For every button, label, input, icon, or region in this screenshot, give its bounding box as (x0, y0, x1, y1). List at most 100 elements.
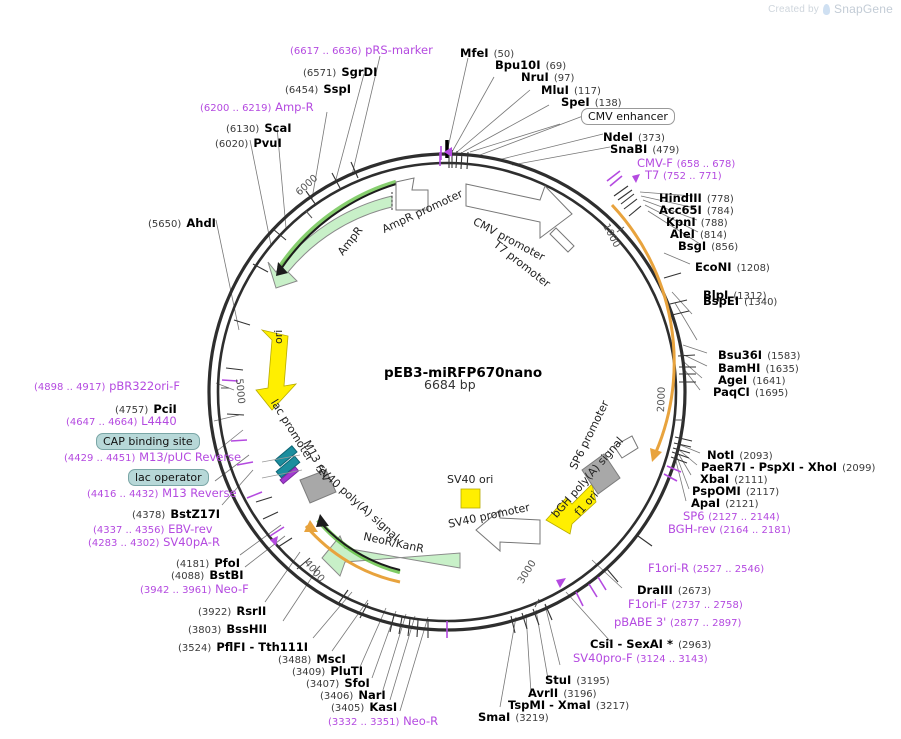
label-f1ori-f: F1ori-F (2737 .. 2758) (628, 597, 743, 611)
lac-region-features (261, 445, 303, 485)
ampr-orf-arc (280, 183, 397, 270)
label-m13-puc-reverse: (4429 .. 4451) M13/pUC Reverse (64, 450, 242, 464)
leader-lines-right (639, 191, 708, 502)
label-sfoi: (3407) SfoI (306, 676, 370, 690)
plasmid-name: pEB3-miRFP670nano (384, 365, 543, 381)
lac-leader-1 (261, 454, 301, 463)
label-apai: ApaI (2121) (691, 496, 759, 510)
internal-label-sv40-ori: SV40 ori (447, 473, 494, 486)
primer-arrow-markers (270, 147, 640, 588)
ampr-orf-arrowhead (276, 262, 288, 276)
label-l4440: (4647 .. 4664) L4440 (66, 414, 177, 428)
label-ahdi: (5650) AhdI (148, 216, 216, 230)
label-blpi: BlpI (1312) (703, 288, 767, 302)
sv40-ori-box (460, 488, 481, 509)
label-cmv-f: CMV-F (658 .. 678) (637, 156, 736, 170)
label-pbabe-3prime: pBABE 3' (2877 .. 2897) (614, 615, 742, 629)
label-cap-binding-site: CAP binding site (96, 433, 200, 450)
label-bstbi: (4088) BstBI (171, 568, 244, 582)
label-nari: (3406) NarI (320, 688, 386, 702)
plasmid-size: 6684 bp (424, 377, 476, 392)
label-pluti: (3409) PluTI (292, 664, 364, 678)
orange-arc-right-arrowhead (650, 448, 662, 462)
label-sv40pa-r: (4283 .. 4302) SV40pA-R (88, 535, 220, 549)
primer-ticks (221, 146, 682, 638)
label-sspi: (6454) SspI (285, 82, 351, 96)
label-rsrii: (3922) RsrII (198, 604, 267, 618)
label-pvui: (6020) PvuI (215, 136, 282, 150)
label-pcii: (4757) PciI (115, 402, 177, 416)
label-bpu10i: Bpu10I (69) (495, 58, 567, 72)
label-bamhi: BamHI (1635) (718, 361, 799, 375)
label-lac-operator: lac operator (128, 469, 209, 486)
cmv-promoter-arrow (465, 183, 573, 239)
label-nrui: NruI (97) (521, 70, 575, 84)
label-mlui: MluI (117) (541, 83, 601, 97)
f1-ori-arrow (545, 483, 597, 535)
label-tspmi-xmai: TspMI - XmaI (3217) (508, 698, 630, 712)
label-pflfi-tth111i: (3524) PflFI - Tth111I (178, 640, 309, 654)
label-alei: AleI (814) (670, 227, 727, 241)
snapgene-drop-icon (823, 3, 831, 15)
label-bsu36i: Bsu36I (1583) (718, 348, 801, 362)
label-neo-f: (3942 .. 3961) Neo-F (140, 582, 249, 596)
label-acc65i: Acc65I (784) (659, 203, 734, 217)
leader-lines-top (446, 57, 611, 166)
label-mfei: MfeI (50) (460, 46, 515, 60)
label-msci: (3488) MscI (278, 652, 346, 666)
label-agei: AgeI (1641) (718, 373, 786, 387)
watermark-brand: SnapGene (834, 2, 893, 16)
neor-orf-arrowhead (316, 514, 329, 527)
label-noti: NotI (2093) (707, 448, 773, 462)
label-econi: EcoNI (1208) (695, 260, 770, 274)
label-kasi: (3405) KasI (331, 700, 398, 714)
label-amp-r: (6200 .. 6219) Amp-R (200, 100, 314, 114)
watermark-prefix: Created by (768, 3, 820, 15)
label-avrii: AvrII (3196) (528, 686, 597, 700)
label-bsshii: (3803) BssHII (188, 622, 267, 636)
label-sgrdi: (6571) SgrDI (303, 65, 378, 79)
label-csii-sexai: CsiI - SexAI * (2963) (590, 637, 712, 651)
label-pbr322ori-f: (4898 .. 4917) pBR322ori-F (34, 379, 180, 393)
ruler-tick-2000: 2000 (656, 386, 668, 413)
ruler-ticks (221, 210, 683, 608)
label-stui: StuI (3195) (545, 673, 610, 687)
label-ndei: NdeI (373) (603, 130, 665, 144)
sv40-promoter-arrow (475, 508, 541, 553)
label-draiii: DraIII (2673) (637, 583, 712, 597)
label-m13-reverse: (4416 .. 4432) M13 Reverse (87, 486, 237, 500)
sp6-promoter-arrow (613, 435, 639, 459)
sv40-polya-signal-box (299, 469, 337, 504)
label-sv40pro-f: SV40pro-F (3124 .. 3143) (573, 651, 708, 665)
label-bstz17i: (4378) BstZ17I (132, 507, 221, 521)
label-neo-r: (3332 .. 3351) Neo-R (328, 714, 439, 728)
orange-transcript-arc-left (304, 525, 401, 584)
internal-label-ori: ori (272, 329, 285, 344)
ori-arrow (255, 329, 298, 411)
label-t7-primer: T7 (752 .. 771) (645, 168, 722, 182)
label-cmv-enhancer: CMV enhancer (581, 108, 675, 125)
neor-orf-arc (319, 521, 401, 571)
label-spei: SpeI (138) (561, 95, 622, 109)
leader-lines-top-left (215, 55, 381, 331)
ampr-cds-arrow (267, 195, 393, 289)
label-bsgi: BsgI (856) (678, 239, 739, 253)
cap-binding-site-box (274, 445, 298, 467)
label-scai: (6130) ScaI (226, 121, 292, 135)
t7-promoter-arrow (549, 227, 575, 253)
label-kpni: KpnI (788) (666, 215, 728, 229)
orange-transcript-arc-right (610, 203, 676, 453)
ampr-promoter-arrow (395, 177, 429, 211)
label-bgh-rev: BGH-rev (2164 .. 2181) (668, 522, 791, 536)
label-prs-marker: (6617 .. 6636) pRS-marker (290, 43, 433, 57)
label-sp6-primer: SP6 (2127 .. 2144) (683, 509, 780, 523)
label-pspomi: PspOMI (2117) (692, 484, 780, 498)
label-pfoi: (4181) PfoI (176, 556, 240, 570)
label-ebv-rev: (4337 .. 4356) EBV-rev (93, 522, 213, 536)
label-hindiii: HindIII (778) (659, 191, 734, 205)
label-xbai: XbaI (2111) (700, 472, 768, 486)
label-f1ori-r: F1ori-R (2527 .. 2546) (648, 561, 765, 575)
label-bspei: BspEI (1340) (703, 294, 778, 308)
orange-arc-left-arrowhead (304, 520, 318, 532)
label-snabi: SnaBI (479) (610, 142, 680, 156)
